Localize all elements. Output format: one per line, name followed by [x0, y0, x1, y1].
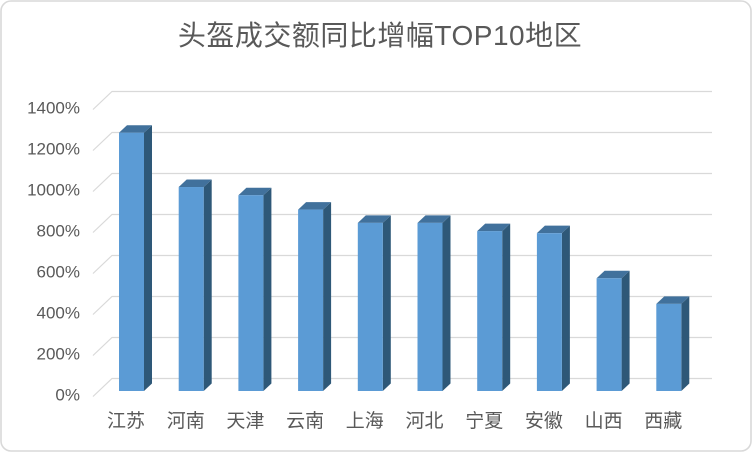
bar-front-face	[656, 303, 682, 391]
y-tick-label: 600%	[37, 263, 80, 282]
x-axis-labels: 江苏 河南 天津 云南 上海 河北 宁夏 安徽 山西 西藏	[107, 410, 682, 432]
bar-河北	[417, 215, 451, 391]
y-tick-label: 400%	[37, 304, 80, 323]
gridlines	[92, 90, 712, 397]
bar-front-face	[298, 209, 324, 391]
bar-西藏	[656, 296, 690, 391]
bar-front-face	[596, 278, 622, 391]
bar-上海	[357, 215, 391, 391]
bar-top-face	[477, 223, 511, 232]
bar-side-face	[561, 225, 570, 391]
bar-江苏	[119, 125, 152, 391]
bar-top-face	[119, 125, 152, 133]
chart-title: 头盔成交额同比增幅TOP10地区	[178, 20, 582, 51]
gridline	[92, 336, 712, 356]
x-category-label: 西藏	[644, 410, 682, 432]
y-tick-label: 800%	[37, 222, 80, 241]
x-category-label: 安徽	[525, 410, 563, 432]
bar-top-face	[417, 215, 451, 223]
bar-front-face	[536, 233, 562, 391]
gridline	[92, 90, 712, 110]
gridline	[92, 213, 712, 233]
bar-top-face	[536, 225, 570, 234]
bar-side-face	[681, 296, 690, 391]
y-tick-label: 1000%	[27, 181, 80, 200]
bar-front-face	[119, 132, 144, 391]
bar-top-face	[656, 296, 690, 304]
bar-side-face	[442, 215, 451, 391]
y-tick-label: 1200%	[27, 140, 80, 159]
bar-front-face	[477, 231, 503, 391]
bar-side-face	[382, 215, 391, 391]
bar-series	[119, 125, 690, 391]
x-category-label: 天津	[226, 410, 264, 432]
x-category-label: 云南	[286, 410, 324, 432]
x-category-label: 江苏	[107, 410, 145, 432]
bar-云南	[298, 202, 332, 391]
bar-front-face	[417, 222, 443, 391]
x-category-label: 宁夏	[465, 410, 503, 432]
x-category-label: 河北	[405, 410, 443, 432]
bar-front-face	[178, 187, 204, 391]
bar-top-face	[596, 270, 630, 279]
bar-side-face	[263, 187, 272, 391]
bar-天津	[238, 187, 272, 391]
bar-top-face	[357, 215, 391, 223]
bar-宁夏	[477, 223, 511, 391]
bar-side-face	[323, 202, 332, 391]
y-axis-labels: 0% 200% 400% 600% 800% 1000% 1200% 1400%	[27, 99, 80, 405]
gridline	[92, 254, 712, 274]
bar-side-face	[203, 179, 212, 391]
bar-front-face	[357, 222, 383, 391]
x-category-label: 上海	[346, 410, 384, 432]
gridline	[92, 295, 712, 315]
gridline	[92, 172, 712, 192]
bar-山西	[596, 270, 630, 391]
bar-top-face	[178, 179, 212, 188]
bar-top-face	[298, 202, 332, 210]
y-tick-label: 1400%	[27, 99, 80, 118]
bar-front-face	[238, 195, 264, 391]
bar-side-face	[502, 223, 511, 391]
x-category-label: 河南	[167, 410, 205, 432]
gridline	[92, 131, 712, 151]
y-tick-label: 200%	[37, 345, 80, 364]
bar-安徽	[536, 225, 570, 391]
bar-side-face	[621, 270, 630, 391]
bar-side-face	[144, 125, 152, 391]
gridline	[92, 377, 712, 397]
y-tick-label: 0%	[55, 386, 80, 405]
x-category-label: 山西	[585, 410, 623, 432]
bar-河南	[178, 179, 212, 391]
bar-top-face	[238, 187, 272, 196]
